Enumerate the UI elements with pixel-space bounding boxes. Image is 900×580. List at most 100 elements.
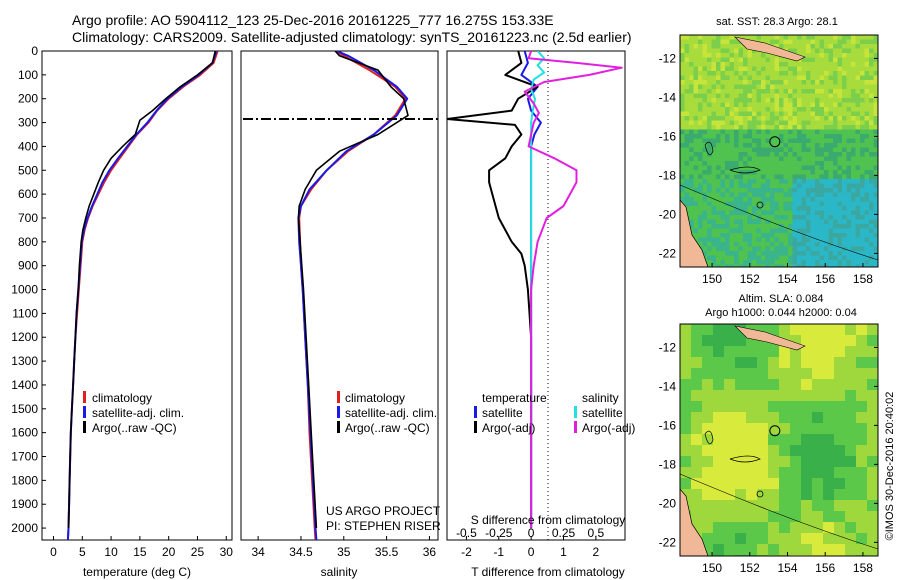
map-pixel (873, 35, 878, 40)
map-pixel (867, 478, 878, 489)
map-pixel (792, 251, 797, 256)
map-pixel (752, 71, 757, 76)
map-pixel (797, 246, 802, 251)
map-pixel (860, 233, 865, 238)
map-pixel (702, 111, 707, 116)
map-pixel (724, 357, 735, 368)
map-pixel (747, 197, 752, 202)
map-pixel (783, 120, 788, 125)
map-pixel (707, 174, 712, 179)
map-pixel (792, 143, 797, 148)
map-pixel (765, 62, 770, 67)
map-pixel (801, 522, 812, 533)
map-pixel (720, 102, 725, 107)
map-pixel (689, 183, 694, 188)
map-pixel (691, 489, 702, 500)
map-pixel (752, 125, 757, 130)
map-pixel (867, 368, 878, 379)
map-pixel (837, 143, 842, 148)
map-pixel (860, 116, 865, 121)
map-pixel (867, 379, 878, 390)
legend-swatch-t-argo (474, 421, 477, 433)
map-pixel (797, 111, 802, 116)
map-pixel (747, 237, 752, 242)
map-pixel (689, 102, 694, 107)
map-pixel (819, 201, 824, 206)
map-pixel (702, 368, 713, 379)
map-pixel (689, 116, 694, 121)
map-pixel (833, 143, 838, 148)
map-pixel (788, 89, 793, 94)
map-pixel (702, 62, 707, 67)
map-pixel (756, 224, 761, 229)
map-pixel (770, 134, 775, 139)
map-pixel (846, 98, 851, 103)
map-pixel (702, 412, 713, 423)
map-pixel (828, 210, 833, 215)
map-pixel (815, 156, 820, 161)
map-pixel (765, 233, 770, 238)
map-pixel (851, 179, 856, 184)
map-pixel (738, 179, 743, 184)
map-pixel (783, 156, 788, 161)
map-pixel (864, 138, 869, 143)
map-pixel (873, 233, 878, 238)
map-pixel (734, 143, 739, 148)
map-pixel (746, 500, 757, 511)
map-pixel (689, 93, 694, 98)
map-pixel (702, 75, 707, 80)
map-pixel (810, 111, 815, 116)
map-pixel (738, 75, 743, 80)
map-pixel (824, 161, 829, 166)
map-pixel (747, 183, 752, 188)
map-pixel (752, 161, 757, 166)
map-pixel (711, 53, 716, 58)
map-pixel (779, 192, 784, 197)
map-pixel (797, 143, 802, 148)
map-pixel (702, 98, 707, 103)
map-pixel (837, 260, 842, 265)
map-pixel (819, 251, 824, 256)
map-pixel (756, 251, 761, 256)
map-pixel (842, 210, 847, 215)
map-pixel (851, 228, 856, 233)
map-pixel (851, 260, 856, 265)
map-pixel (806, 192, 811, 197)
map-pixel (693, 179, 698, 184)
map-pixel (756, 57, 761, 62)
map-pixel (869, 44, 874, 49)
map-pixel (797, 251, 802, 256)
map-pixel (716, 120, 721, 125)
map-pixel (684, 98, 689, 103)
seamount-marker (756, 201, 764, 209)
map-pixel (846, 251, 851, 256)
map-pixel (720, 89, 725, 94)
map-pixel (693, 156, 698, 161)
map-pixel (702, 215, 707, 220)
map-pixel (770, 62, 775, 67)
map-pixel (797, 35, 802, 40)
map-pixel (842, 116, 847, 121)
map-pixel (774, 206, 779, 211)
map-pixel (851, 224, 856, 229)
map-pixel (779, 233, 784, 238)
map-pixel (864, 53, 869, 58)
map-pixel (856, 522, 867, 533)
map-pixel (873, 201, 878, 206)
map-pixel (801, 197, 806, 202)
map-pixel (779, 188, 784, 193)
map-pixel (743, 206, 748, 211)
map-pixel (801, 161, 806, 166)
map-pixel (810, 138, 815, 143)
depth-tick-label: 200 (18, 92, 38, 106)
map-pixel (729, 156, 734, 161)
map-pixel (693, 197, 698, 202)
map-pixel (812, 423, 823, 434)
map-pixel (713, 346, 724, 357)
map-pixel (797, 224, 802, 229)
map-pixel (810, 71, 815, 76)
map-pixel (864, 116, 869, 121)
map-pixel (684, 170, 689, 175)
map-pixel (747, 71, 752, 76)
